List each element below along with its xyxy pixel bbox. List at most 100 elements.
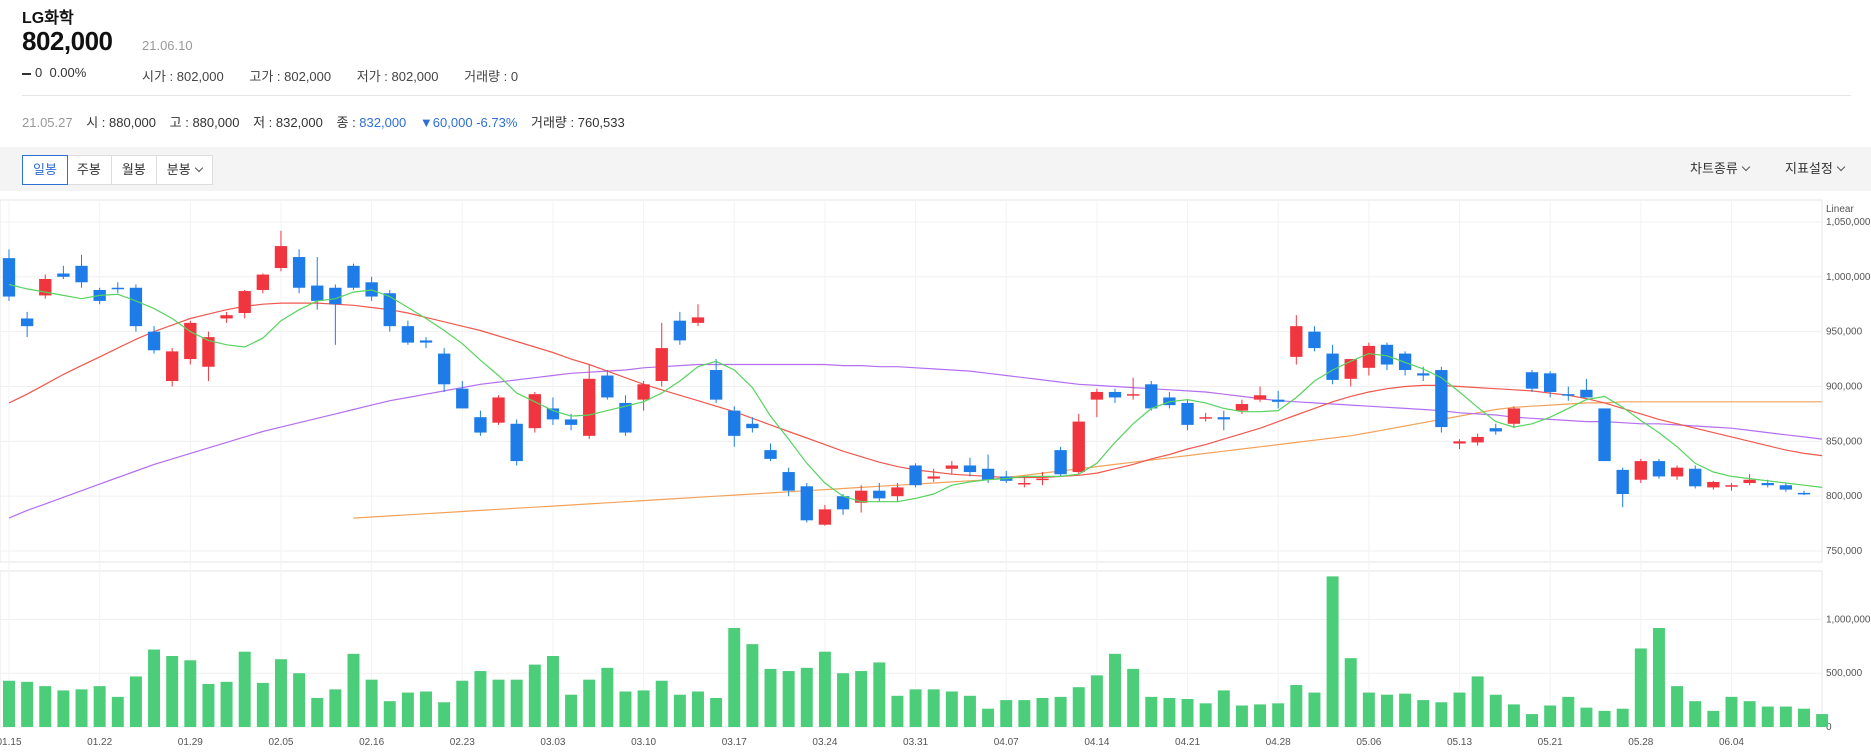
price-tick-label: 900,000 [1826,381,1863,392]
volume-bar [474,671,487,727]
volume-bar [528,664,541,727]
volume-bar [1380,694,1393,727]
volume: 거래량 : 0 [464,69,519,84]
candle-body [75,265,88,283]
tab-minute[interactable]: 분봉 [157,156,212,184]
tab-monthly[interactable]: 월봉 [112,156,157,184]
candle-body [1272,399,1285,402]
volume-bar [383,701,396,727]
volume-bar [293,673,306,727]
candle-body [1670,467,1684,477]
candle-body [1072,421,1085,473]
flat-change-icon [22,72,31,75]
volume-bar [1562,696,1575,727]
candle-body [601,375,614,398]
candle-body [1489,428,1502,432]
candle-body [1725,485,1738,487]
volume-bar [1054,696,1067,727]
candle-body [1761,483,1774,486]
stock-chart[interactable]: 1,050,000 1,000,000 950,000 900,000 850,000 8… [0,195,1871,752]
candle-body [311,285,324,301]
x-tick-label: 03.24 [812,737,837,748]
volume-bar [1652,628,1665,727]
price-tick-label: 750,000 [1826,546,1863,557]
candle-body [510,423,523,462]
volume-bar [1634,648,1647,727]
candle-body [184,322,197,360]
volume-bar [837,673,850,727]
candle-body [1362,345,1376,368]
candle-body [1779,485,1793,490]
candle-body [292,257,306,288]
candle-body [782,472,795,491]
price-tick-label: 850,000 [1826,436,1863,447]
volume-bar [1000,700,1013,727]
volume-bar [1417,700,1430,727]
volume-bar [1127,668,1140,727]
volume-tick-label: 1,000,000 [1826,614,1871,625]
price-tick-label: 1,050,000 [1826,217,1871,228]
chart-type-dropdown[interactable]: 차트종류 [1690,155,1751,183]
candle-body [347,265,360,288]
volume-bar [601,667,614,727]
hover-high: 고 : 880,000 [169,115,240,130]
chevron-down-icon [194,163,203,173]
low-price: 저가 : 802,000 [356,69,439,84]
x-tick-label: 01.15 [0,737,22,748]
candle-body [873,490,886,499]
candle-body [945,465,958,469]
candle-body [673,320,687,341]
candle-body [546,408,560,420]
volume-bar [746,644,759,727]
candle-body [1145,384,1158,409]
tab-daily[interactable]: 일봉 [22,155,68,185]
candle-body [728,410,741,436]
candle-body [1689,468,1702,487]
candle-body [492,397,505,423]
volume-bar [1036,697,1049,727]
chevron-down-icon [1741,162,1751,172]
volume-bar [401,692,414,727]
candle-body [927,476,940,479]
price-tick-label: 950,000 [1826,327,1863,338]
volume-bar [1526,714,1539,727]
candle-body [963,465,977,473]
volume-bar [1689,701,1702,727]
volume-bar [782,671,795,727]
volume-bar [1507,704,1520,727]
candle-body [583,378,596,436]
x-tick-label: 02.16 [359,737,384,748]
candle-body [637,384,650,400]
candle-body [202,337,215,367]
volume-bar [220,681,233,727]
candle-body [691,317,705,323]
chart-toolbar: 일봉 주봉 월봉 분봉 차트종류 지표설정 [0,147,1871,191]
ma5-line [8,283,1823,503]
header-divider [22,95,1851,96]
candle-body [1108,391,1122,398]
x-tick-label: 05.06 [1356,737,1381,748]
x-tick-label: 04.28 [1266,737,1291,748]
candle-body [1054,450,1067,475]
indicator-settings-dropdown[interactable]: 지표설정 [1785,155,1846,183]
volume-bar [1598,710,1611,727]
volume-bar [1090,675,1103,727]
volume-bar [1254,704,1267,727]
volume-bar [1181,699,1194,727]
tab-minute-label: 분봉 [166,162,191,177]
candle-body [1126,394,1140,396]
candle-body [1797,492,1811,495]
volume-bar [619,691,632,727]
candle-body [437,353,451,385]
candle-body [1217,417,1230,420]
volume-bar [1399,693,1412,727]
candle-body [619,402,632,433]
candle-body [1253,395,1267,400]
candle-body [909,465,922,486]
volume-bar [546,655,559,727]
candle-body [20,318,34,327]
period-tabs: 일봉 주봉 월봉 분봉 [22,155,213,185]
tab-weekly[interactable]: 주봉 [67,156,112,184]
candle-body [800,486,813,521]
volume-bar [855,671,868,727]
